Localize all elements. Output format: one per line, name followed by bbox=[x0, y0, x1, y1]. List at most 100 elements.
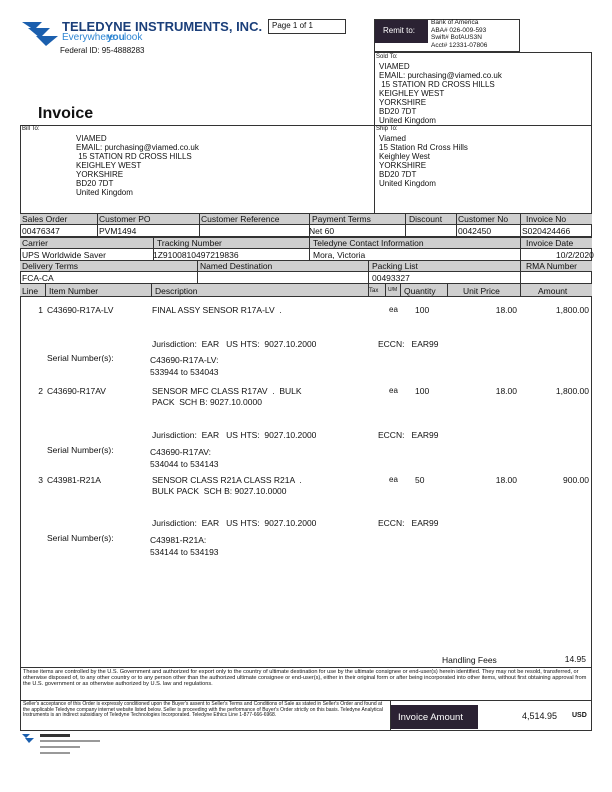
total: 4,514.95 bbox=[522, 711, 558, 721]
unit: ea bbox=[389, 386, 398, 395]
quantity: 100 bbox=[415, 305, 430, 315]
jurisdiction: Jurisdiction: EAR US HTS: 9027.10.2000 bbox=[152, 430, 317, 440]
serial: C43690-R17AV: bbox=[150, 447, 211, 457]
bill-to-line: YORKSHIRE bbox=[76, 170, 124, 179]
field-label: RMA Number bbox=[526, 261, 578, 271]
field-value: Mora, Victoria bbox=[313, 250, 366, 260]
amount: 1,800.00 bbox=[555, 386, 589, 396]
header-row bbox=[20, 237, 592, 249]
rule bbox=[374, 125, 375, 214]
column-rule bbox=[309, 213, 310, 236]
description: BULK PACK SCH B: 9027.10.0000 bbox=[152, 486, 287, 496]
rule bbox=[20, 700, 592, 701]
rule bbox=[20, 667, 592, 668]
remit-box bbox=[374, 19, 520, 52]
field-label: Customer PO bbox=[99, 214, 151, 224]
remit-line: Swift# BofAUS3N bbox=[431, 34, 482, 41]
column-rule bbox=[368, 260, 369, 283]
field-label: Tracking Number bbox=[157, 238, 222, 248]
ship-to-line: YORKSHIRE bbox=[379, 161, 427, 170]
quantity: 100 bbox=[415, 386, 430, 396]
serial: 533944 to 534043 bbox=[150, 367, 219, 377]
field-label: Customer No bbox=[458, 214, 509, 224]
ship-to-line: Keighley West bbox=[379, 152, 430, 161]
column-header: Description bbox=[155, 286, 198, 296]
jurisdiction: Jurisdiction: EAR US HTS: 9027.10.2000 bbox=[152, 518, 317, 528]
quantity: 50 bbox=[415, 475, 425, 485]
tagline: you bbox=[107, 32, 125, 43]
column-rule bbox=[520, 213, 521, 236]
field-label: Sales Order bbox=[22, 214, 68, 224]
column-rule bbox=[368, 284, 369, 297]
column-header: Unit Price bbox=[463, 286, 500, 296]
handling-label: Handling Fees bbox=[442, 655, 497, 665]
ship-to-line: Viamed bbox=[379, 134, 406, 143]
description: SENSOR CLASS R21A CLASS R21A . bbox=[152, 475, 302, 485]
bill-to-line: KEIGHLEY WEST bbox=[76, 161, 142, 170]
field-value: PVM1494 bbox=[99, 226, 137, 236]
page-number: Page 1 of 1 bbox=[272, 21, 313, 30]
column-rule bbox=[400, 284, 401, 297]
remit-line: ABA# 026-009-593 bbox=[431, 26, 487, 34]
unit-price: 18.00 bbox=[495, 386, 517, 396]
bill-to-line: BD20 7DT bbox=[76, 179, 114, 188]
company: TELEDYNE INSTRUMENTS, INC. bbox=[62, 19, 263, 34]
field-label: Named Destination bbox=[200, 261, 273, 271]
column-header: Quantity bbox=[404, 286, 436, 296]
serial: 534044 to 534143 bbox=[150, 459, 219, 469]
eccn: ECCN: EAR99 bbox=[378, 339, 439, 349]
column-rule bbox=[97, 213, 98, 236]
tagline: Everywhere bbox=[62, 32, 115, 43]
column-header: Amount bbox=[538, 286, 568, 296]
currency: USD bbox=[572, 712, 587, 719]
field-value: FCA-CA bbox=[22, 273, 54, 283]
field-value: 00493327 bbox=[372, 273, 410, 283]
amount: 1,800.00 bbox=[555, 305, 589, 315]
field-label: Packing List bbox=[372, 261, 418, 271]
line-number: 3 bbox=[38, 475, 43, 485]
frame bbox=[20, 125, 592, 731]
ship-to-line: 15 Station Rd Cross Hills bbox=[379, 143, 468, 152]
sold-to-line: EMAIL: purchasing@viamed.co.uk bbox=[379, 71, 502, 80]
unit: ea bbox=[389, 305, 398, 314]
column-rule bbox=[309, 237, 310, 260]
header-row bbox=[20, 213, 592, 225]
field-label: Customer Reference bbox=[201, 214, 280, 224]
column-header: Line bbox=[22, 286, 39, 296]
column-rule bbox=[153, 237, 154, 260]
item-number: C43690-R17AV bbox=[47, 386, 106, 396]
tagline: look bbox=[124, 32, 143, 43]
item-number: C43690-R17A-LV bbox=[47, 305, 114, 315]
bill-to-label: Bill To: bbox=[22, 126, 40, 132]
field-label: Payment Terms bbox=[312, 214, 371, 224]
column-rule bbox=[385, 284, 386, 297]
eccn: ECCN: EAR99 bbox=[378, 430, 439, 440]
remit-label: Remit to: bbox=[383, 26, 416, 35]
column-rule bbox=[520, 237, 521, 260]
field-value: 00476347 bbox=[22, 226, 60, 236]
rule bbox=[390, 700, 391, 731]
terms: Seller's acceptance of this Order is exp… bbox=[23, 701, 383, 718]
field-value: 0042450 bbox=[458, 226, 492, 236]
column-rule bbox=[197, 260, 198, 283]
bill-to-line: United Kingdom bbox=[76, 188, 133, 197]
serial-label: Serial Number(s): bbox=[47, 353, 114, 363]
item-number: C43981-R21A bbox=[47, 475, 101, 485]
sold-to-label: Sold To: bbox=[376, 54, 398, 60]
bill-to-line: EMAIL: purchasing@viamed.co.uk bbox=[76, 143, 199, 152]
field-value: 1Z9100810497219836 bbox=[153, 250, 239, 260]
field-value: S020424466 bbox=[522, 226, 571, 236]
column-rule bbox=[45, 284, 46, 297]
ship-to-line: United Kingdom bbox=[379, 179, 436, 188]
field-value: 10/2/2020 bbox=[556, 250, 594, 260]
serial: C43690-R17A-LV: bbox=[150, 355, 219, 365]
description: FINAL ASSY SENSOR R17A-LV . bbox=[152, 305, 282, 315]
total-label: Invoice Amount bbox=[398, 712, 463, 723]
field-label: Carrier bbox=[22, 238, 48, 248]
field-value: UPS Worldwide Saver bbox=[22, 250, 106, 260]
field-label: Delivery Terms bbox=[22, 261, 79, 271]
rule bbox=[20, 283, 592, 284]
serial-label: Serial Number(s): bbox=[47, 445, 114, 455]
description: PACK SCH B: 9027.10.0000 bbox=[152, 397, 262, 407]
column-header: Item Number bbox=[49, 286, 99, 296]
